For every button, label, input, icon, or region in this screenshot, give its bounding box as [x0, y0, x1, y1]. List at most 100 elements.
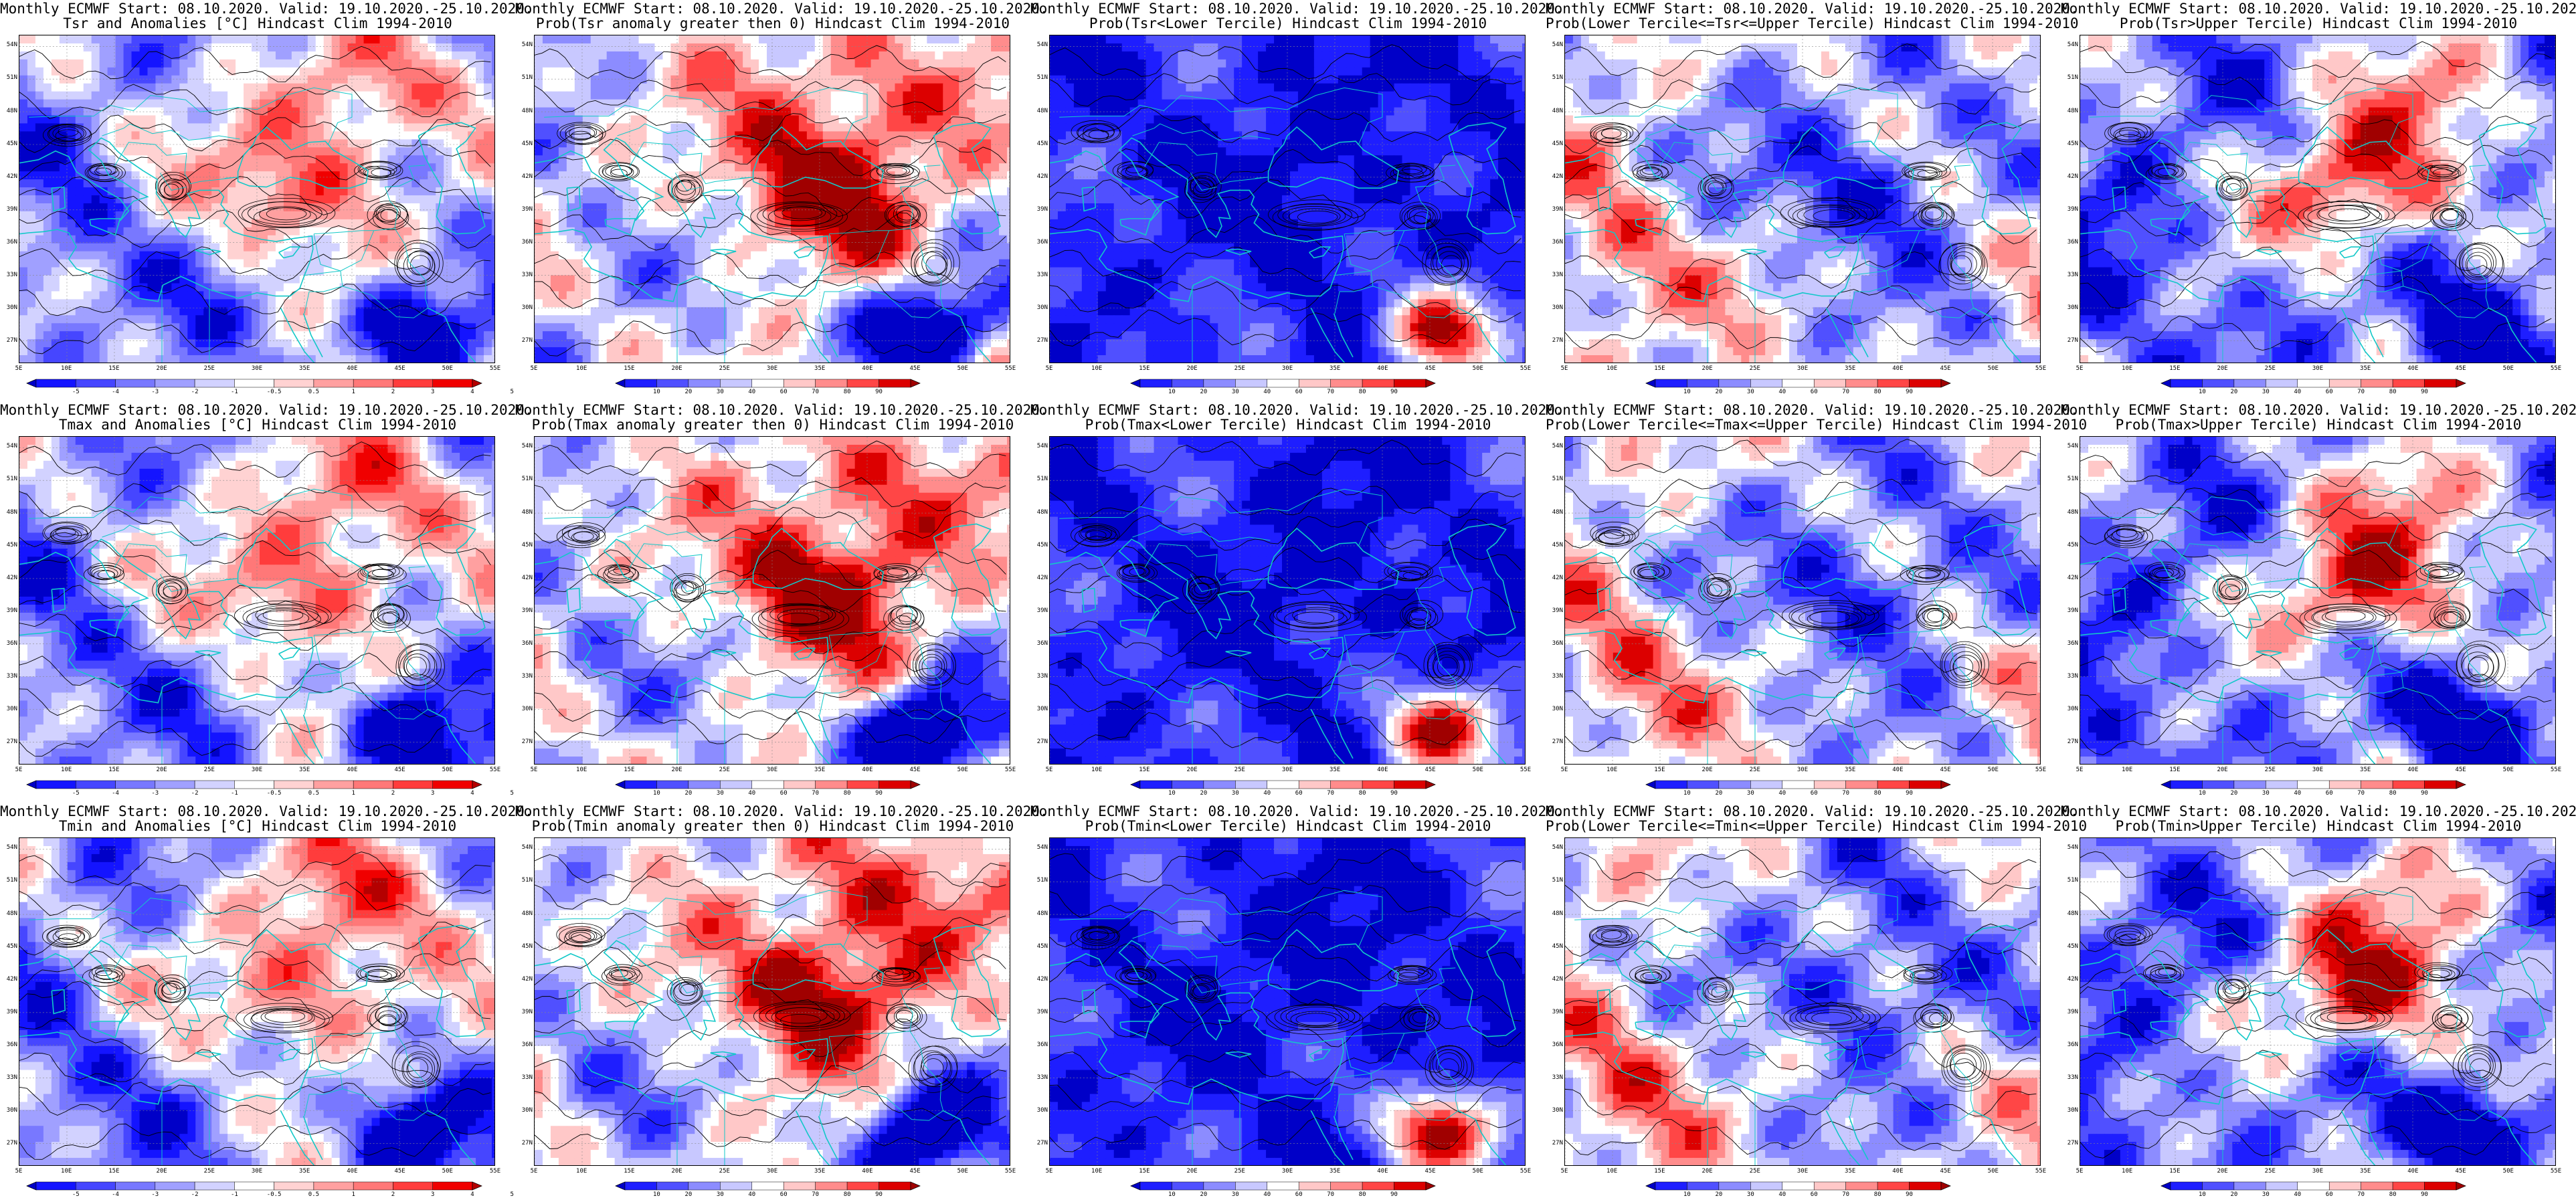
colorbar-label: 20: [2230, 790, 2237, 797]
colorbar-swatch: [1813, 1181, 1846, 1191]
colorbar-max-arrow: [472, 379, 482, 388]
colorbar-swatch: [879, 780, 911, 789]
colorbar-swatch: [115, 780, 156, 789]
longitude-label: 15E: [108, 1168, 119, 1175]
latitude-label: 51N: [515, 877, 533, 884]
forecast-map: [1564, 837, 2041, 1166]
latitude-label: 27N: [1030, 738, 1048, 745]
panel-title-line1: Monthly ECMWF Start: 08.10.2020. Valid: …: [515, 402, 1048, 418]
colorbar-swatch: [2233, 780, 2266, 789]
colorbar-label: 4: [470, 790, 474, 797]
coastlines: [535, 87, 1001, 363]
longitude-label: 5E: [1046, 1168, 1053, 1175]
colorbar-max-arrow: [910, 780, 921, 789]
longitude-label: 10E: [61, 365, 72, 372]
forecast-map: [2080, 837, 2556, 1166]
colorbar-swatch: [1235, 379, 1268, 388]
colorbar-label: 10: [653, 1191, 660, 1198]
colorbar-swatch: [656, 379, 689, 388]
colorbar-label: 30: [1232, 790, 1239, 797]
colorbar-label: 10: [2199, 1191, 2206, 1198]
colorbar-swatch: [1267, 379, 1299, 388]
longitude-label: 35E: [299, 365, 310, 372]
colorbar-swatch: [1687, 1181, 1720, 1191]
forecast-panel-tmin-anom: Monthly ECMWF Start: 08.10.2020. Valid: …: [0, 803, 533, 1204]
colorbar-min-arrow: [1130, 1181, 1141, 1191]
latitude-label: 42N: [515, 173, 533, 180]
longitude-label: 25E: [1234, 767, 1245, 773]
map-canvas: [1050, 838, 1525, 1165]
colorbar-swatch: [2202, 1181, 2235, 1191]
colorbar-swatch: [1782, 379, 1815, 388]
colorbar-swatch: [1298, 1181, 1331, 1191]
colorbar-swatch: [1845, 1181, 1878, 1191]
colorbar-swatch: [432, 780, 473, 789]
latitude-label: 33N: [1546, 673, 1563, 680]
colorbar-label: 10: [1168, 790, 1176, 797]
longitude-label: 40E: [862, 1168, 872, 1175]
colorbar-swatch: [2266, 1181, 2298, 1191]
colorbar-label: -0.5: [267, 790, 282, 797]
colorbar-label: -3: [151, 389, 159, 395]
colorbar-label: 60: [780, 1191, 788, 1198]
latitude-label: 51N: [1030, 877, 1048, 884]
colorbar-swatch: [2424, 1181, 2457, 1191]
latitude-label: 39N: [1546, 206, 1563, 213]
colorbar-label: 90: [2421, 790, 2428, 797]
graticule: [1050, 838, 1525, 1165]
latitude-label: 54N: [2061, 844, 2078, 851]
coastlines: [2080, 890, 2547, 1165]
longitude-label: 10E: [1091, 1168, 1102, 1175]
latitude-label: 54N: [0, 443, 17, 449]
colorbar-swatch: [815, 1181, 848, 1191]
coastlines: [1565, 890, 2031, 1165]
colorbar-swatch: [1750, 780, 1783, 789]
coastlines: [19, 890, 486, 1165]
colorbar-swatch: [2170, 379, 2203, 388]
longitude-label: 40E: [347, 767, 357, 773]
longitude-label: 20E: [1701, 365, 1712, 372]
longitude-label: 30E: [2312, 1168, 2323, 1175]
coastlines: [535, 890, 1001, 1165]
latitude-label: 51N: [515, 74, 533, 81]
latitude-label: 27N: [2061, 738, 2078, 745]
colorbar-label: 1: [351, 1191, 355, 1198]
latitude-label: 54N: [2061, 41, 2078, 48]
colorbar-swatch: [1687, 780, 1720, 789]
colorbar: [615, 780, 921, 789]
colorbar-swatch: [1750, 379, 1783, 388]
longitude-label: 55E: [1005, 767, 1016, 773]
colorbar-swatch: [2392, 379, 2425, 388]
latitude-label: 45N: [2061, 943, 2078, 950]
colorbar-swatch: [393, 780, 433, 789]
colorbar-label: 30: [2262, 1191, 2270, 1198]
colorbar-svg: [1645, 379, 1951, 388]
latitude-label: 33N: [2061, 673, 2078, 680]
longitude-label: 40E: [1892, 365, 1903, 372]
shaded-field: [1565, 437, 2040, 764]
panel-title-line1: Monthly ECMWF Start: 08.10.2020. Valid: …: [2061, 803, 2576, 819]
longitude-label: 15E: [108, 365, 119, 372]
forecast-map: [1564, 35, 2041, 363]
latitude-label: 27N: [1546, 738, 1563, 745]
colorbar-label: 40: [2294, 389, 2301, 395]
colorbar-swatch: [656, 780, 689, 789]
colorbar-label: 30: [2262, 790, 2270, 797]
panel-title-line1: Monthly ECMWF Start: 08.10.2020. Valid: …: [0, 402, 533, 418]
latitude-label: 48N: [1030, 910, 1048, 917]
colorbar-swatch: [2170, 1181, 2203, 1191]
longitude-label: 50E: [2503, 767, 2514, 773]
longitude-label: 30E: [1797, 365, 1808, 372]
latitude-label: 51N: [0, 877, 17, 884]
colorbar-swatch: [313, 1181, 354, 1191]
panel-title-line1: Monthly ECMWF Start: 08.10.2020. Valid: …: [1030, 1, 1564, 17]
map-canvas: [2080, 437, 2555, 764]
colorbar-label: 70: [812, 790, 819, 797]
latitude-label: 42N: [0, 575, 17, 581]
latitude-label: 33N: [515, 272, 533, 278]
colorbar-svg: [26, 379, 482, 388]
forecast-map: [1564, 436, 2041, 765]
colorbar-label: 90: [1390, 790, 1398, 797]
panel-title-line2: Prob(Tmin<Lower Tercile) Hindcast Clim 1…: [1030, 818, 1546, 834]
colorbar-label: 90: [1390, 389, 1398, 395]
